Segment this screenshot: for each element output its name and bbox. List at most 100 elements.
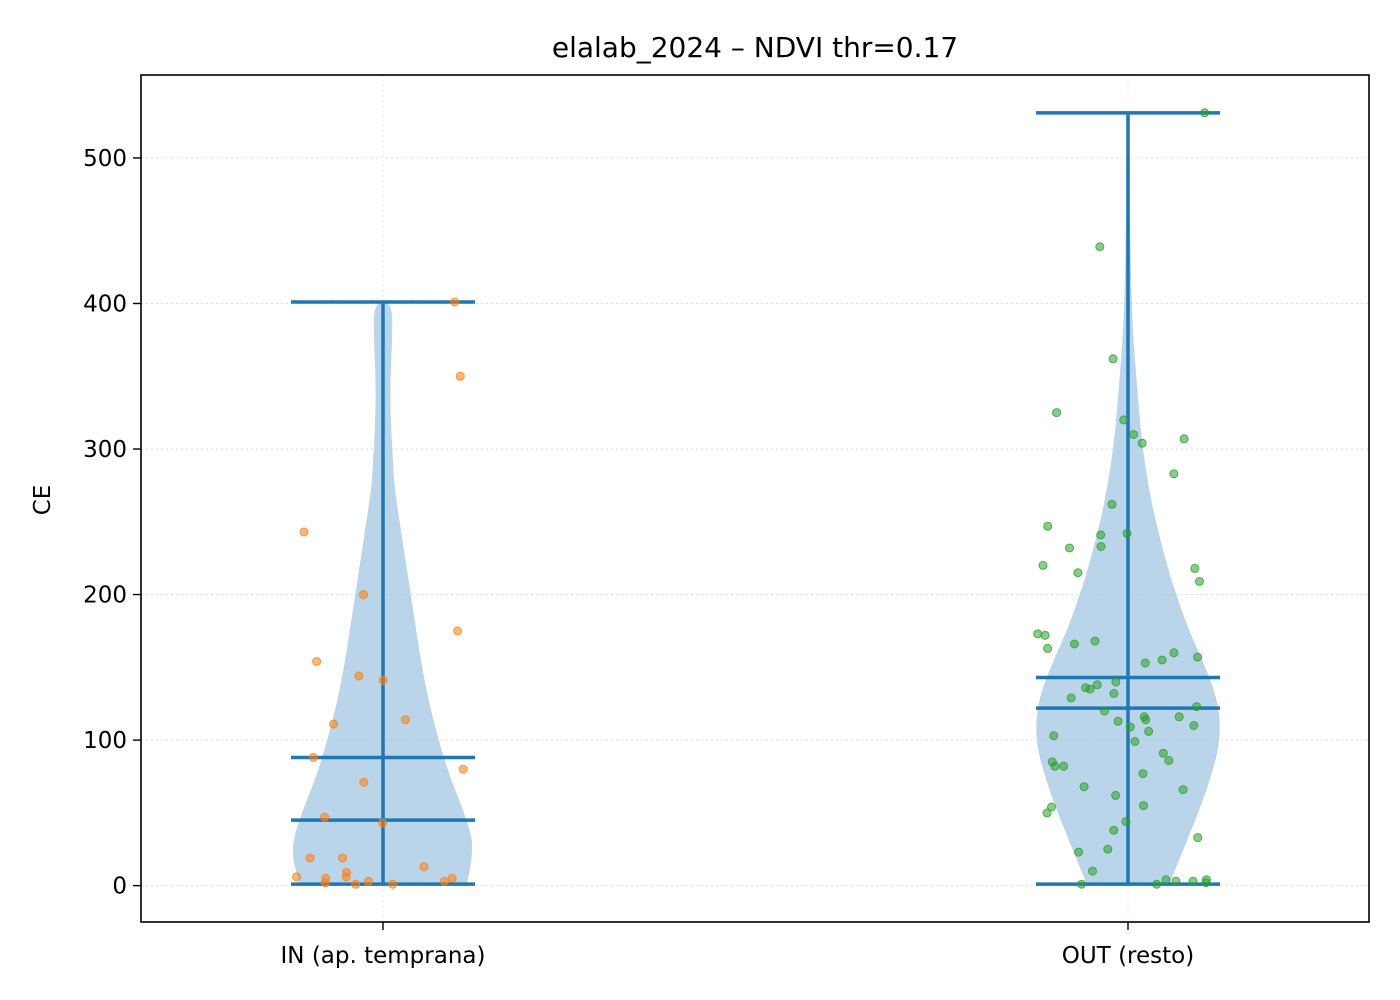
x-tick-label: OUT (resto)	[1062, 943, 1194, 969]
data-point	[359, 777, 369, 787]
data-point	[1079, 782, 1089, 792]
data-point	[1052, 408, 1062, 418]
data-point	[1144, 726, 1154, 736]
data-point	[1122, 528, 1132, 538]
data-point	[1158, 748, 1168, 758]
data-point	[378, 818, 387, 828]
data-point	[363, 876, 373, 886]
data-point	[1192, 702, 1202, 712]
data-point	[1069, 639, 1079, 649]
data-point	[1157, 655, 1167, 665]
plot-frame	[140, 74, 1370, 923]
y-axis-label: CE	[30, 485, 56, 516]
data-point	[292, 872, 301, 882]
y-tick-label: 300	[83, 437, 127, 463]
data-point	[1073, 568, 1083, 578]
data-point	[440, 876, 449, 886]
y-tick-label: 0	[112, 874, 127, 900]
data-point	[1038, 560, 1048, 570]
data-point	[1047, 802, 1056, 812]
data-point	[320, 812, 330, 822]
data-point	[1043, 643, 1053, 653]
data-point	[320, 878, 330, 888]
data-point	[1066, 693, 1076, 703]
data-point	[312, 657, 322, 666]
data-point	[1121, 817, 1131, 827]
data-point	[1033, 629, 1043, 639]
data-point	[1040, 630, 1050, 640]
data-point	[1179, 434, 1189, 444]
data-point	[1195, 577, 1204, 586]
y-tick-label: 500	[83, 146, 127, 172]
data-point	[1130, 737, 1140, 746]
data-point	[1140, 658, 1150, 668]
data-point	[1065, 543, 1074, 553]
data-point	[1096, 530, 1106, 540]
x-axis: IN (ap. temprana) OUT (resto)	[281, 922, 1194, 969]
data-point	[329, 719, 338, 729]
data-point	[1096, 542, 1106, 551]
data-point	[1188, 876, 1198, 886]
data-point	[388, 879, 398, 889]
data-point	[1200, 108, 1210, 118]
data-point	[1169, 469, 1179, 479]
data-point	[351, 879, 361, 889]
data-point	[1085, 684, 1095, 694]
y-tick-label: 200	[83, 583, 127, 609]
data-point	[1092, 680, 1102, 690]
data-point	[450, 297, 460, 307]
x-tick-label: IN (ap. temprana)	[281, 943, 486, 969]
data-point	[1193, 833, 1203, 843]
data-point	[1201, 878, 1211, 888]
data-point	[308, 753, 318, 762]
data-point	[458, 764, 468, 774]
data-point	[305, 853, 315, 863]
data-point	[1193, 652, 1203, 662]
data-point	[378, 675, 388, 685]
data-point	[1049, 731, 1059, 741]
data-point	[1138, 769, 1148, 779]
data-point	[341, 872, 351, 882]
data-point	[1129, 430, 1138, 439]
data-point	[1137, 438, 1147, 448]
data-point	[1141, 715, 1151, 725]
data-point	[1099, 706, 1109, 716]
data-point	[1043, 521, 1053, 531]
data-point	[453, 626, 463, 636]
jitter-points	[292, 108, 1211, 889]
data-point	[1190, 563, 1200, 573]
data-point	[1090, 636, 1100, 646]
data-point	[1050, 761, 1060, 771]
data-point	[1074, 847, 1084, 857]
data-point	[1152, 879, 1162, 889]
data-point	[1111, 677, 1121, 687]
data-point	[299, 527, 309, 537]
data-point	[1119, 415, 1129, 425]
data-point	[1109, 825, 1119, 835]
y-tick-label: 400	[83, 291, 127, 317]
data-point	[1139, 801, 1148, 811]
data-point	[1109, 689, 1119, 698]
data-point	[1169, 648, 1179, 658]
data-point	[1107, 499, 1117, 509]
data-point	[1095, 242, 1105, 252]
data-point	[1174, 712, 1184, 722]
data-point	[354, 671, 364, 681]
data-point	[1077, 879, 1087, 889]
data-point	[1103, 844, 1113, 854]
data-point	[1125, 722, 1135, 732]
data-point	[1171, 876, 1181, 886]
y-axis: 0 100 200 300 400 500	[83, 146, 141, 900]
data-point	[455, 371, 465, 381]
data-point	[1059, 761, 1069, 771]
data-point	[1189, 721, 1199, 730]
data-point	[1113, 716, 1123, 726]
data-point	[1111, 790, 1121, 800]
data-point	[1178, 785, 1188, 795]
data-point	[419, 862, 429, 872]
chart-title: elalab_2024 – NDVI thr=0.17	[552, 31, 958, 64]
data-point	[400, 715, 410, 725]
data-point	[1108, 354, 1118, 364]
data-point	[1161, 875, 1171, 885]
